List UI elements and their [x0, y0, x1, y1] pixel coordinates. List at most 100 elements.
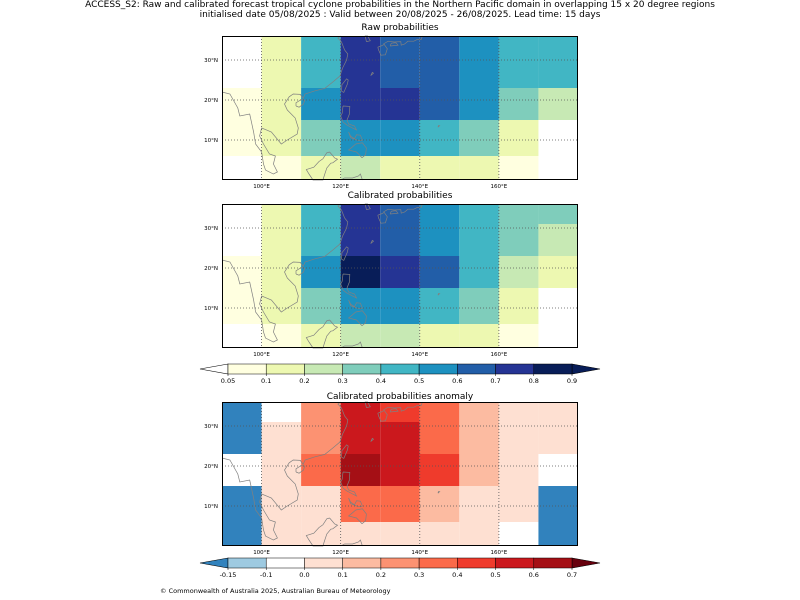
- probability-cell: [340, 88, 381, 120]
- probability-cell: [538, 88, 578, 120]
- probability-cell: [261, 288, 302, 324]
- probability-cell: [459, 486, 499, 522]
- probability-cell: [459, 36, 499, 56]
- coastline: [348, 299, 363, 310]
- probability-cell: [301, 288, 341, 324]
- colorbar-tick-label: 0.05: [221, 377, 235, 385]
- coastline: [221, 203, 349, 343]
- colorbar-tick-label: 0.9: [567, 377, 577, 385]
- longitude-tick-label: 160°E: [491, 352, 508, 358]
- probability-cell: [380, 56, 420, 88]
- probability-cell: [419, 156, 460, 180]
- probability-cell: [380, 422, 420, 454]
- coastline: [383, 203, 423, 214]
- coastline: [377, 211, 388, 224]
- coastline: [389, 42, 399, 47]
- map-frame: [222, 402, 578, 546]
- coastline: [340, 471, 358, 497]
- probability-cell: [498, 224, 539, 256]
- probability-cell: [261, 422, 302, 454]
- probability-cell: [498, 120, 539, 156]
- raw-panel-title: Raw probabilities: [361, 23, 439, 33]
- coastline: [347, 310, 367, 327]
- probability-cell: [380, 120, 420, 156]
- probability-cell: [261, 522, 302, 546]
- probability-cell: [498, 56, 539, 88]
- anomaly-panel-title: Calibrated probabilities anomaly: [326, 392, 474, 402]
- probability-cell: [538, 36, 578, 56]
- probability-cell: [459, 120, 499, 156]
- colorbar-over-arrow: [571, 363, 601, 375]
- colorbar-tick-label: 0.3: [414, 571, 424, 579]
- colorbar-segment: [457, 557, 496, 569]
- probability-cell: [419, 88, 460, 120]
- probability-cell: [459, 88, 499, 120]
- probability-cell: [380, 156, 420, 180]
- probability-cell: [380, 454, 420, 486]
- latitude-tick-label: 20°N: [204, 464, 218, 470]
- probability-cell: [419, 324, 460, 348]
- probability-cell: [498, 454, 539, 486]
- probability-cell: [340, 288, 381, 324]
- latitude-tick-label: 30°N: [204, 226, 218, 232]
- probability-cell: [301, 156, 341, 180]
- map-frame: [222, 204, 578, 348]
- coastline: [370, 437, 375, 442]
- map-frame: [222, 36, 578, 180]
- probability-cell: [340, 522, 381, 546]
- probability-cell: [261, 56, 302, 88]
- coastline: [370, 239, 375, 244]
- anomaly-colorbar: -0.15 -0.1 0.0 0.1 0.2 0.3 0.4 0.5 0.6 0.7: [199, 557, 601, 579]
- coastline: [295, 465, 306, 474]
- probability-cell: [380, 224, 420, 256]
- probability-cell: [222, 522, 262, 546]
- probability-cell: [459, 256, 499, 288]
- coastline: [348, 497, 363, 508]
- probability-cell: [261, 324, 302, 348]
- coastline: [341, 444, 349, 459]
- coastline: [437, 125, 441, 128]
- coastline: [221, 35, 349, 175]
- colorbar-segment: [380, 557, 420, 569]
- latitude-tick-label: 30°N: [204, 424, 218, 430]
- probability-cell: [419, 36, 460, 56]
- probability-cell: [261, 224, 302, 256]
- probability-cell: [538, 486, 578, 522]
- colorbar-tick-label: 0.6: [452, 377, 462, 385]
- probability-cell: [222, 120, 262, 156]
- probability-cell: [340, 56, 381, 88]
- probability-cell: [301, 88, 341, 120]
- longitude-tick-label: 120°E: [332, 352, 349, 358]
- copyright-footer: © Commonwealth of Australia 2025, Austra…: [160, 587, 391, 595]
- probability-cell: [419, 402, 460, 422]
- colorbar-tick-label: 0.4: [452, 571, 462, 579]
- colorbar-over-arrow: [571, 557, 601, 569]
- probability-cell: [340, 486, 381, 522]
- longitude-tick-label: 100°E: [253, 550, 270, 556]
- colorbar-tick-label: 0.4: [376, 377, 386, 385]
- colorbar-segment: [418, 363, 458, 375]
- colorbar-tick-label: 0.8: [529, 377, 539, 385]
- colorbar-segment: [495, 557, 535, 569]
- probability-cell: [498, 324, 539, 348]
- colorbar-tick-label: 0.3: [337, 377, 347, 385]
- coastline: [377, 43, 388, 56]
- latitude-tick-label: 10°N: [204, 306, 218, 312]
- probability-cell: [261, 402, 302, 422]
- probability-cell: [301, 454, 341, 486]
- longitude-tick-label: 120°E: [332, 184, 349, 190]
- probability-cell: [380, 324, 420, 348]
- longitude-tick-label: 100°E: [253, 184, 270, 190]
- coastline: [383, 401, 423, 412]
- coastline: [389, 210, 399, 215]
- probability-cell: [380, 522, 420, 546]
- probability-cell: [459, 204, 499, 224]
- coastline: [437, 293, 441, 296]
- probability-cell: [222, 486, 262, 522]
- probability-cell: [498, 422, 539, 454]
- coastline: [340, 273, 358, 299]
- colorbar-tick-label: 0.5: [414, 377, 424, 385]
- colorbar-segment: [265, 557, 305, 569]
- colorbar-tick-label: -0.15: [220, 571, 237, 579]
- probability-cell: [301, 422, 341, 454]
